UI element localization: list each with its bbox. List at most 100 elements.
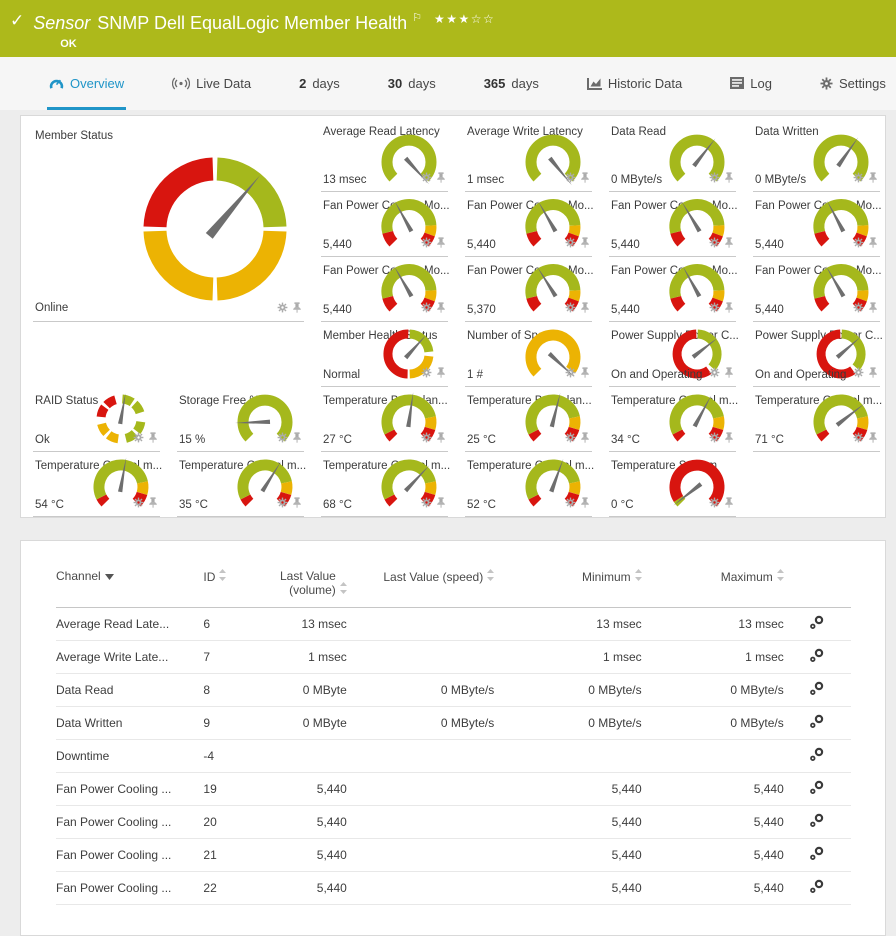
pin-icon[interactable] [724,365,734,383]
pin-icon[interactable] [868,430,878,448]
cell-channel[interactable]: Fan Power Cooling ... [56,806,203,839]
tab-settings[interactable]: Settings [818,57,888,110]
gear-icon[interactable] [421,365,432,383]
pin-icon[interactable] [580,170,590,188]
col-header-minimum[interactable]: Minimum [498,567,645,608]
gauge-cell-temperature-control-3[interactable]: Temperature Control m...54 °C [21,452,165,517]
gear-icon[interactable] [421,300,432,318]
gear-icon[interactable] [133,495,144,513]
pin-icon[interactable] [436,495,446,513]
gear-icon[interactable] [709,170,720,188]
gauge-cell-power-supply-2[interactable]: Power Supply Power C...On and Operating [741,322,885,387]
channel-settings-icon[interactable] [788,740,851,773]
gauge-cell-average-write-latency[interactable]: Average Write Latency1 msec [453,118,597,192]
pin-icon[interactable] [580,235,590,253]
pin-icon[interactable] [724,300,734,318]
channel-settings-icon[interactable] [788,773,851,806]
gauge-cell-temperature-control-2[interactable]: Temperature Control m...71 °C [741,387,885,452]
gauge-cell-member-health-status[interactable]: Member Health StatusNormal [309,322,453,387]
gauge-cell-temperature-control-1[interactable]: Temperature Control m...34 °C [597,387,741,452]
pin-icon[interactable] [436,235,446,253]
pin-icon[interactable] [724,235,734,253]
col-header-channel[interactable]: Channel [56,567,203,608]
gear-icon[interactable] [709,430,720,448]
pin-icon[interactable] [724,430,734,448]
channel-settings-icon[interactable] [788,806,851,839]
gauge-cell-data-written[interactable]: Data Written0 MByte/s [741,118,885,192]
channel-settings-icon[interactable] [788,674,851,707]
pin-icon[interactable] [292,495,302,513]
pin-icon[interactable] [724,170,734,188]
pin-icon[interactable] [292,300,302,318]
gauge-cell-storage-free[interactable]: Storage Free %15 % [165,387,309,452]
cell-channel[interactable]: Data Written [56,707,203,740]
gauge-cell-raid-status[interactable]: RAID StatusOk [21,387,165,452]
gauge-cell-member-status[interactable]: Member StatusOnline [21,118,309,322]
cell-channel[interactable]: Fan Power Cooling ... [56,839,203,872]
channel-settings-icon[interactable] [788,608,851,641]
gauge-cell-power-supply-1[interactable]: Power Supply Power C...On and Operating [597,322,741,387]
gear-icon[interactable] [709,235,720,253]
pin-icon[interactable] [148,495,158,513]
channel-settings-icon[interactable] [788,641,851,674]
gear-icon[interactable] [565,300,576,318]
gear-icon[interactable] [565,170,576,188]
tab-overview[interactable]: Overview [47,57,126,110]
gauge-cell-temperature-control-4[interactable]: Temperature Control m...35 °C [165,452,309,517]
gear-icon[interactable] [853,365,864,383]
gear-icon[interactable] [709,365,720,383]
cell-channel[interactable]: Average Write Late... [56,641,203,674]
gauge-cell-fan-power-cooling-2[interactable]: Fan Power Cooling Mo...5,440 [453,192,597,257]
gauge-cell-temperature-backplane-2[interactable]: Temperature Backplan...25 °C [453,387,597,452]
gear-icon[interactable] [565,430,576,448]
gauge-cell-temperature-control-6[interactable]: Temperature Control m...52 °C [453,452,597,517]
gauge-cell-fan-power-cooling-8[interactable]: Fan Power Cooling Mo...5,440 [741,257,885,322]
gear-icon[interactable] [421,170,432,188]
gear-icon[interactable] [853,235,864,253]
gear-icon[interactable] [565,235,576,253]
tab-historic-data[interactable]: Historic Data [585,57,684,110]
pin-icon[interactable] [436,300,446,318]
gauge-cell-fan-power-cooling-5[interactable]: Fan Power Cooling Mo...5,440 [309,257,453,322]
pin-icon[interactable] [868,235,878,253]
gauge-cell-temperature-backplane-1[interactable]: Temperature Backplan...27 °C [309,387,453,452]
pin-icon[interactable] [868,170,878,188]
gear-icon[interactable] [709,495,720,513]
cell-channel[interactable]: Data Read [56,674,203,707]
gauge-cell-fan-power-cooling-7[interactable]: Fan Power Cooling Mo...5,440 [597,257,741,322]
tab-2-days[interactable]: 2days [297,57,342,110]
cell-channel[interactable]: Fan Power Cooling ... [56,773,203,806]
gear-icon[interactable] [709,300,720,318]
pin-icon[interactable] [436,170,446,188]
channel-settings-icon[interactable] [788,707,851,740]
gear-icon[interactable] [565,365,576,383]
gear-icon[interactable] [853,300,864,318]
cell-channel[interactable]: Average Read Late... [56,608,203,641]
gauge-cell-data-read[interactable]: Data Read0 MByte/s [597,118,741,192]
gear-icon[interactable] [277,300,288,318]
pin-icon[interactable] [580,300,590,318]
pin-icon[interactable] [580,365,590,383]
tab-log[interactable]: Log [728,57,774,110]
gauge-cell-temperature-system[interactable]: Temperature System0 °C [597,452,741,517]
col-header-last-value-volume[interactable]: Last Value (volume) [256,567,351,608]
col-header-maximum[interactable]: Maximum [646,567,788,608]
gauge-cell-fan-power-cooling-3[interactable]: Fan Power Cooling Mo...5,440 [597,192,741,257]
gauge-cell-temperature-control-5[interactable]: Temperature Control m...68 °C [309,452,453,517]
col-header-id[interactable]: ID [203,567,256,608]
pin-icon[interactable] [436,365,446,383]
gear-icon[interactable] [421,430,432,448]
pin-icon[interactable] [436,430,446,448]
channel-settings-icon[interactable] [788,839,851,872]
cell-channel[interactable]: Fan Power Cooling ... [56,872,203,905]
flag-icon[interactable]: ⚐ [412,12,422,24]
gear-icon[interactable] [421,495,432,513]
gauge-cell-fan-power-cooling-6[interactable]: Fan Power Cooling Mo...5,370 [453,257,597,322]
pin-icon[interactable] [292,430,302,448]
gear-icon[interactable] [853,430,864,448]
pin-icon[interactable] [724,495,734,513]
tab-365-days[interactable]: 365days [482,57,541,110]
gear-icon[interactable] [277,430,288,448]
gauge-cell-average-read-latency[interactable]: Average Read Latency13 msec [309,118,453,192]
channel-settings-icon[interactable] [788,872,851,905]
